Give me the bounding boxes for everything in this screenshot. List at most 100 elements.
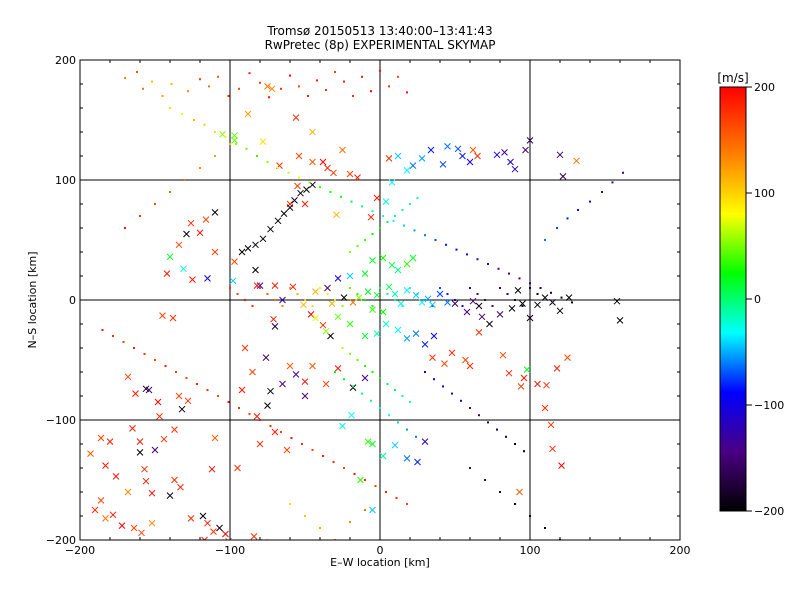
data-point-x (169, 314, 177, 322)
data-point-dot (217, 75, 219, 78)
data-point-x (369, 440, 376, 448)
data-point-x (294, 182, 301, 190)
data-point-dot (529, 287, 531, 289)
data-point-dot (169, 191, 171, 193)
data-point-dot (289, 287, 291, 289)
data-point-x (159, 312, 166, 319)
data-point-x (271, 282, 279, 289)
data-point-dot (304, 515, 306, 517)
data-point-x (534, 380, 541, 388)
data-point-x (414, 458, 421, 466)
data-point-x (286, 362, 294, 370)
data-point-x (312, 288, 319, 295)
data-point-x (436, 290, 444, 298)
data-point-dot (142, 87, 144, 90)
data-point-x (171, 426, 178, 433)
data-point-x (244, 245, 252, 252)
data-point-x (291, 197, 298, 204)
data-point-dot (424, 371, 426, 373)
data-point-dot (298, 85, 300, 88)
data-point-x (486, 320, 493, 328)
data-point-dot (214, 131, 216, 133)
data-point-x (369, 306, 376, 313)
data-point-x (132, 390, 139, 397)
data-point-x (309, 158, 316, 166)
data-point-dot (386, 293, 389, 295)
chart-title: Tromsø 20150513 13:40:00–13:41:43 (267, 24, 493, 38)
data-point-dot (245, 147, 248, 150)
data-point-dot (374, 485, 377, 487)
data-point-x (564, 354, 571, 361)
data-point-dot (161, 95, 164, 97)
data-point-x (231, 258, 238, 265)
data-point-dot (164, 365, 167, 367)
data-point-dot (274, 299, 276, 301)
data-point-dot (514, 443, 516, 445)
data-point-dot (406, 503, 408, 505)
data-point-dot (506, 293, 509, 295)
data-point-x (505, 369, 513, 377)
data-point-x (556, 151, 564, 159)
data-point-x (250, 533, 258, 540)
data-point-x (379, 308, 387, 316)
data-point-dot (469, 407, 471, 409)
data-point-dot (560, 296, 563, 299)
colorbar-tick-label: 100 (754, 187, 775, 200)
data-point-dot (529, 282, 531, 285)
data-point-dot (316, 79, 318, 82)
data-point-dot (386, 383, 389, 385)
data-point-dot (529, 515, 531, 517)
data-point-x (187, 515, 195, 522)
data-point-x (202, 216, 210, 223)
data-point-dot (397, 75, 399, 78)
data-point-x (496, 311, 504, 318)
data-point-x (160, 435, 168, 443)
data-point-x (357, 476, 364, 484)
data-point-x (283, 446, 291, 454)
data-point-x (394, 266, 402, 274)
data-point-dot (343, 80, 345, 83)
data-point-x (102, 462, 109, 469)
data-point-x (324, 164, 331, 172)
data-point-dot (601, 191, 603, 193)
data-point-dot (460, 399, 462, 402)
data-point-dot (266, 293, 269, 295)
data-point-x (234, 464, 241, 472)
data-point-x (205, 557, 211, 563)
data-point-dot (491, 305, 494, 307)
data-point-dot (497, 267, 500, 270)
data-point-x (543, 381, 550, 389)
data-point-dot (319, 287, 321, 289)
data-point-dot (589, 200, 591, 203)
data-point-dot (379, 69, 381, 72)
data-point-x (241, 344, 249, 352)
data-point-dot (518, 277, 521, 280)
data-point-dot (370, 399, 372, 402)
data-point-x (388, 261, 396, 269)
data-point-dot (550, 291, 552, 294)
data-point-dot (392, 219, 395, 222)
data-point-x (558, 462, 565, 469)
data-point-dot (394, 389, 396, 391)
data-point-x (373, 194, 381, 202)
data-point-x (373, 291, 381, 299)
data-point-x (459, 152, 466, 160)
data-point-dot (371, 233, 374, 235)
data-point-x (211, 248, 219, 256)
data-point-dot (280, 431, 282, 433)
data-point-dot (544, 239, 546, 241)
data-point-x (286, 204, 294, 211)
data-point-x (97, 434, 105, 442)
data-point-x (382, 320, 390, 328)
x-tick-label: 0 (377, 544, 384, 557)
data-point-dot (416, 293, 419, 295)
data-point-dot (401, 305, 404, 307)
data-point-dot (466, 253, 468, 256)
data-point-dot (266, 161, 269, 163)
data-point-x (267, 387, 274, 395)
data-point-x (183, 230, 190, 238)
data-point-dot (364, 239, 366, 241)
data-point-dot (136, 71, 138, 73)
data-point-dot (484, 299, 486, 301)
data-point-x (348, 411, 355, 419)
